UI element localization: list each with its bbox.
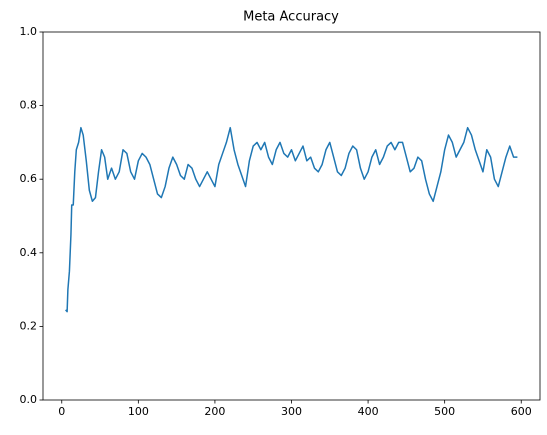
chart-title: Meta Accuracy — [243, 10, 339, 25]
y-tick-label: 0.4 — [20, 246, 38, 259]
x-tick-label: 100 — [128, 405, 149, 418]
y-tick-label: 1.0 — [20, 25, 38, 38]
x-tick-label: 0 — [58, 405, 65, 418]
data-line — [65, 126, 518, 313]
x-tick-label: 600 — [511, 405, 532, 418]
x-tick-label: 300 — [281, 405, 302, 418]
x-tick-label: 500 — [434, 405, 455, 418]
y-tick-label: 0.8 — [20, 99, 38, 112]
y-tick-label: 0.6 — [20, 172, 38, 185]
axes-frame — [42, 31, 541, 401]
x-tick-label: 400 — [358, 405, 379, 418]
x-tick-label: 200 — [204, 405, 225, 418]
y-tick-label: 0.0 — [20, 393, 38, 406]
y-tick-label: 0.2 — [20, 319, 38, 332]
